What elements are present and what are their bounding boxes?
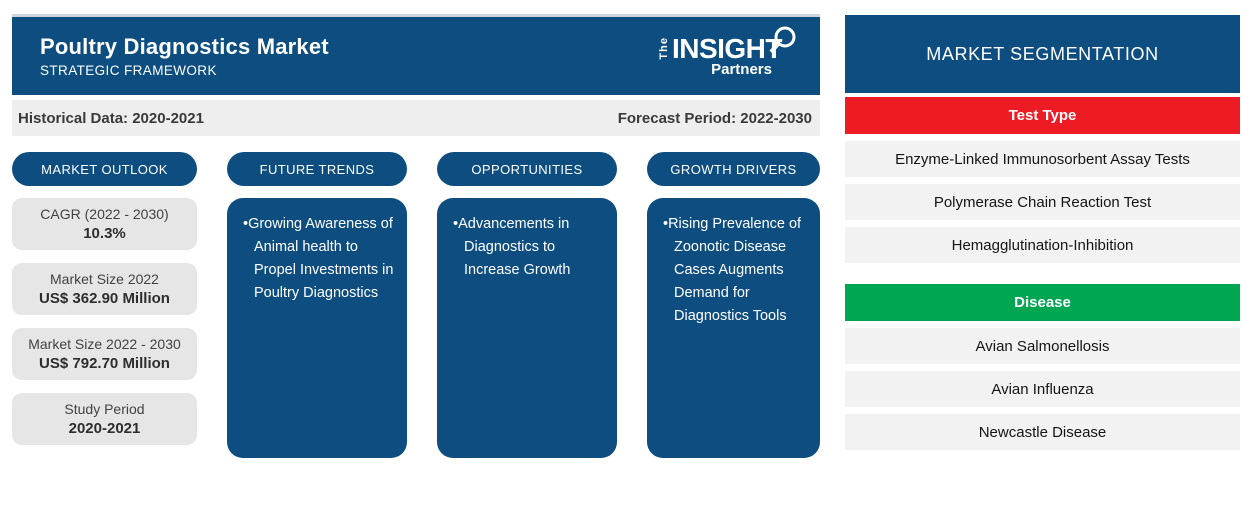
timeline-bar: Historical Data: 2020-2021 Forecast Peri… (12, 100, 820, 136)
market-segmentation-panel: MARKET SEGMENTATION Test Type Enzyme-Link… (845, 15, 1240, 450)
stat-card-market-size-2022-2030: Market Size 2022 - 2030 US$ 792.70 Millio… (12, 328, 197, 380)
bullet-item: Rising Prevalence of Zoonotic Disease Ca… (663, 213, 808, 328)
segmentation-title: MARKET SEGMENTATION (845, 15, 1240, 93)
segment-header-test-type: Test Type (845, 97, 1240, 134)
outlook-cards: CAGR (2022 - 2030) 10.3% Market Size 2022 U… (12, 198, 197, 445)
framework-columns: MARKET OUTLOOK CAGR (2022 - 2030) 10.3% Mar… (12, 152, 820, 458)
stat-card-study-period: Study Period 2020-2021 (12, 393, 197, 445)
bullet-item: Growing Awareness of Animal health to Pr… (243, 213, 395, 305)
segmentation-groups: Test Type Enzyme-Linked Immunosorbent Ass… (845, 97, 1240, 450)
left-section: Poultry Diagnostics Market STRATEGIC FRA… (12, 14, 820, 458)
forecast-period-label: Forecast Period: 2022-2030 (617, 109, 812, 127)
pill-growth-drivers: GROWTH DRIVERS (647, 152, 820, 186)
bullet-card-opportunities: Advancements in Diagnostics to Increase … (437, 198, 617, 458)
segment-item-avian-influenza: Avian Influenza (845, 371, 1240, 407)
stat-label: Market Size 2022 (50, 271, 159, 287)
logo-main-block: INSIGHT Partners (671, 26, 796, 78)
stat-label: Market Size 2022 - 2030 (28, 336, 181, 352)
logo-insight-text: INSIGHT (671, 32, 783, 64)
stat-card-cagr-2022-2030: CAGR (2022 - 2030) 10.3% (12, 198, 197, 250)
pill-market-outlook: MARKET OUTLOOK (12, 152, 197, 186)
stat-value: 10.3% (83, 225, 126, 242)
stat-label: CAGR (2022 - 2030) (40, 206, 169, 222)
logo-partners-text: Partners (711, 60, 772, 78)
column-future-trends: FUTURE TRENDS Growing Awareness of Animal… (227, 152, 407, 458)
bullet-card-growth-drivers: Rising Prevalence of Zoonotic Disease Ca… (647, 198, 820, 458)
segment-item-enzyme-linked-immunosorbent-assay-tests: Enzyme-Linked Immunosorbent Assay Tests (845, 141, 1240, 177)
segment-item-hemagglutination-inhibition: Hemagglutination-Inhibition (845, 227, 1240, 263)
page-subtitle: STRATEGIC FRAMEWORK (40, 63, 217, 78)
stat-label: Study Period (64, 401, 145, 417)
bullet-item: Advancements in Diagnostics to Increase … (453, 213, 605, 282)
segment-item-avian-salmonellosis: Avian Salmonellosis (845, 328, 1240, 364)
logo-the-text: The (657, 36, 670, 60)
page-title: Poultry Diagnostics Market (40, 34, 329, 59)
bullet-card-future-trends: Growing Awareness of Animal health to Pr… (227, 198, 407, 458)
stat-card-market-size-2022: Market Size 2022 US$ 362.90 Million (12, 263, 197, 315)
historical-data-label: Historical Data: 2020-2021 (18, 109, 204, 127)
stat-value: 2020-2021 (68, 420, 141, 437)
pill-future-trends: FUTURE TRENDS (227, 152, 407, 186)
segment-item-polymerase-chain-reaction-test: Polymerase Chain Reaction Test (845, 184, 1240, 220)
column-opportunities: OPPORTUNITIES Advancements in Diagnostics… (437, 152, 617, 458)
segment-header-disease: Disease (845, 284, 1240, 321)
magnifier-icon (769, 26, 796, 53)
column-market-outlook: MARKET OUTLOOK CAGR (2022 - 2030) 10.3% Mar… (12, 152, 197, 458)
stat-value: US$ 362.90 Million (39, 290, 170, 307)
pill-opportunities: OPPORTUNITIES (437, 152, 617, 186)
header-banner: Poultry Diagnostics Market STRATEGIC FRA… (12, 14, 820, 95)
column-growth-drivers: GROWTH DRIVERS Rising Prevalence of Zoono… (647, 152, 820, 458)
segment-item-newcastle-disease: Newcastle Disease (845, 414, 1240, 450)
title-block: Poultry Diagnostics Market STRATEGIC FRA… (40, 34, 329, 78)
insight-partners-logo: The INSIGHT Partners (657, 26, 796, 78)
stat-value: US$ 792.70 Million (39, 355, 170, 372)
